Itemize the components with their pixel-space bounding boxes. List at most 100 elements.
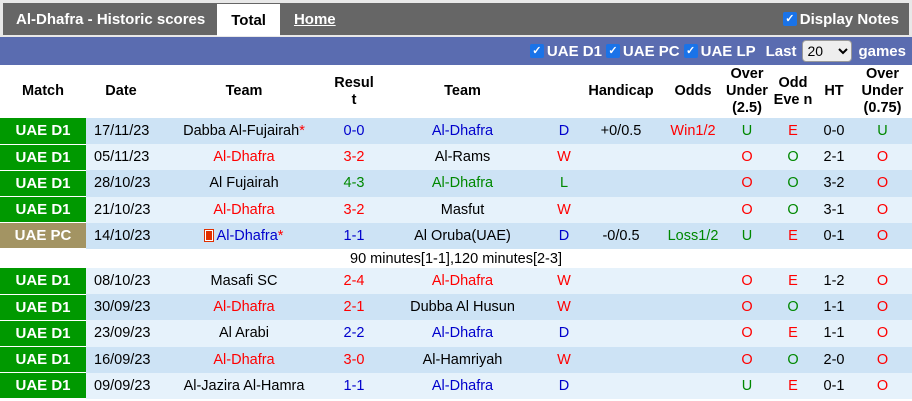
home-team[interactable]: Masafi SC <box>156 267 332 295</box>
away-team[interactable]: Al-Dhafra <box>376 320 549 347</box>
odd-even: E <box>771 222 815 249</box>
odd-even: O <box>771 144 815 171</box>
away-team[interactable]: Al-Rams <box>376 144 549 171</box>
away-team[interactable]: Al Oruba(UAE) <box>376 222 549 249</box>
match-date: 23/09/23 <box>86 320 156 347</box>
filter-label: UAE LP <box>700 42 756 60</box>
over-under-text: U <box>741 227 753 244</box>
checkbox-icon[interactable]: ✓ <box>605 44 620 58</box>
col-handicap: Handicap <box>588 83 654 99</box>
score-text: 2-2 <box>343 325 365 342</box>
handicap <box>579 294 663 321</box>
home-team[interactable]: Al-Dhafra <box>156 294 332 321</box>
league-badge-text: UAE D1 <box>15 351 71 369</box>
league-badge-text: UAE D1 <box>15 122 71 140</box>
away-team[interactable]: Al-Dhafra <box>376 372 549 399</box>
checkbox-icon[interactable]: ✓ <box>683 44 698 58</box>
over-under-text: O <box>741 149 753 166</box>
filter-uae-d1[interactable]: ✓ UAE D1 <box>529 42 602 60</box>
odd-even-text: O <box>787 149 799 166</box>
last-games-select[interactable]: 20 <box>802 40 853 62</box>
odd-even: O <box>771 346 815 373</box>
score: 2-4 <box>332 267 376 295</box>
table-row[interactable]: UAE D1 23/09/23 Al Arabi 2-2 Al-Dhafra D O E 1-1… <box>0 320 912 348</box>
over-under-075: O <box>853 372 912 399</box>
away-team[interactable]: Al-Hamriyah <box>376 346 549 373</box>
over-under-075-text: O <box>876 299 889 316</box>
match-date: 05/11/23 <box>86 144 156 171</box>
away-team[interactable]: Masfut <box>376 196 549 223</box>
checkbox-icon[interactable]: ✓ <box>782 12 797 26</box>
league-badge: UAE D1 <box>0 170 86 198</box>
odd-even: E <box>771 372 815 399</box>
away-team[interactable]: Al-Dhafra <box>376 118 549 145</box>
table-row[interactable]: UAE D1 28/10/23 Al Fujairah 4-3 Al-Dhafra L O O… <box>0 170 912 198</box>
home-team[interactable]: Al Arabi <box>156 320 332 347</box>
odds: Loss1/2 <box>663 222 723 249</box>
outcome: W <box>549 196 579 223</box>
half-time-score-text: 0-1 <box>823 227 845 244</box>
odds <box>663 144 723 171</box>
half-time-score: 0-1 <box>815 372 853 399</box>
score-text: 0-0 <box>343 123 365 140</box>
table-row[interactable]: UAE PC 14/10/23 Al-Dhafra* 1-1 Al Oruba(UAE)… <box>0 222 912 250</box>
home-team[interactable]: Al-Dhafra <box>156 196 332 223</box>
filter-uae-lp[interactable]: ✓ UAE LP <box>683 42 756 60</box>
over-under-text: O <box>741 299 753 316</box>
table-row[interactable]: UAE D1 30/09/23 Al-Dhafra 2-1 Dubba Al Husun… <box>0 294 912 321</box>
home-team[interactable]: Al-Jazira Al-Hamra <box>156 372 332 399</box>
home-team[interactable]: Dabba Al-Fujairah* <box>156 118 332 145</box>
outcome-text: W <box>557 201 571 218</box>
home-team[interactable]: Al-Dhafra <box>156 346 332 373</box>
over-under-075: O <box>853 170 912 197</box>
tab-total[interactable]: Total <box>217 4 280 36</box>
league-badge: UAE D1 <box>0 294 86 321</box>
col-odds: Odds <box>674 83 712 99</box>
away-team-text: Dubba Al Husun <box>410 299 515 316</box>
checkbox-icon[interactable]: ✓ <box>529 44 544 58</box>
away-team[interactable]: Al-Dhafra <box>376 267 549 295</box>
filter-uae-pc[interactable]: ✓ UAE PC <box>605 43 680 60</box>
score: 1-1 <box>332 222 376 249</box>
match-date-text: 14/10/23 <box>94 227 151 244</box>
odd-even: O <box>771 294 815 321</box>
over-under-075: U <box>853 118 912 145</box>
over-under-075: O <box>853 267 912 295</box>
league-badge: UAE D1 <box>0 144 86 171</box>
outcome-text: D <box>558 227 570 244</box>
handicap <box>579 372 663 399</box>
away-team[interactable]: Dubba Al Husun <box>376 294 549 321</box>
table-row[interactable]: UAE D1 09/09/23 Al-Jazira Al-Hamra 1-1 Al-Dh… <box>0 372 912 400</box>
col-odd-even: Odd Eve n <box>773 74 813 108</box>
tab-home[interactable]: Home <box>293 10 336 28</box>
table-row[interactable]: UAE D1 05/11/23 Al-Dhafra 3-2 Al-Rams W O O 2-1 O <box>0 144 912 171</box>
table-row[interactable]: UAE D1 17/11/23 Dabba Al-Fujairah* 0-0 Al-Dh… <box>0 118 912 145</box>
odds <box>663 267 723 295</box>
league-badge: UAE D1 <box>0 267 86 295</box>
table-row[interactable]: UAE D1 08/10/23 Masafi SC 2-4 Al-Dhafra W O E 1-… <box>0 267 912 295</box>
odds <box>663 320 723 347</box>
away-team[interactable]: Al-Dhafra <box>376 170 549 197</box>
score: 0-0 <box>332 118 376 145</box>
over-under-075: O <box>853 144 912 171</box>
half-time-score-text: 1-1 <box>823 299 845 316</box>
over-under-text: U <box>741 377 753 394</box>
home-team[interactable]: Al-Dhafra <box>156 144 332 171</box>
handicap <box>579 144 663 171</box>
home-team[interactable]: Al-Dhafra* <box>156 222 332 249</box>
match-date-text: 05/11/23 <box>94 149 150 166</box>
home-team-text: Al-Jazira Al-Hamra <box>183 377 305 394</box>
half-time-score: 1-1 <box>815 320 853 347</box>
league-badge: UAE D1 <box>0 346 86 374</box>
filter-label: UAE D1 <box>546 42 602 60</box>
over-under-text: O <box>741 325 753 342</box>
table-row[interactable]: UAE D1 16/09/23 Al-Dhafra 3-0 Al-Hamriyah W O O… <box>0 346 912 374</box>
half-time-score: 3-1 <box>815 196 853 223</box>
score-text: 2-4 <box>343 273 365 290</box>
home-team[interactable]: Al Fujairah <box>156 170 332 197</box>
table-row[interactable]: UAE D1 21/10/23 Al-Dhafra 3-2 Masfut W O O 3-1 O <box>0 196 912 224</box>
odds-text: Win1/2 <box>670 123 716 140</box>
odd-even: O <box>771 170 815 197</box>
odds <box>663 294 723 321</box>
display-notes-toggle[interactable]: ✓ Display Notes <box>782 11 909 28</box>
